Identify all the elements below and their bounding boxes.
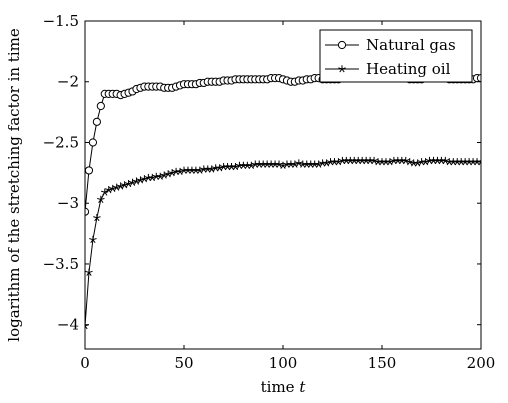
data-point-heating-oil — [405, 158, 414, 166]
data-point-heating-oil — [291, 160, 299, 168]
data-point-heating-oil — [386, 158, 394, 166]
data-point-heating-oil — [89, 235, 97, 244]
series-line-natural-gas — [85, 76, 481, 212]
legend-label-natural-gas: Natural gas — [366, 36, 456, 54]
data-point-heating-oil — [322, 159, 331, 167]
data-point-heating-oil — [176, 167, 184, 176]
data-point-heating-oil — [85, 322, 89, 330]
data-point-heating-oil — [231, 162, 240, 171]
data-point-heating-oil — [421, 158, 430, 166]
series-line-heating-oil — [85, 160, 481, 326]
data-point-heating-oil — [97, 195, 105, 203]
x-axis-label-text: time — [261, 378, 295, 396]
legend-entry-natural-gas: Natural gas — [325, 36, 456, 54]
y-tick-label: −3.5 — [43, 255, 79, 273]
data-point-heating-oil — [108, 184, 117, 193]
data-point-natural-gas — [96, 101, 105, 111]
data-point-heating-oil — [104, 186, 113, 194]
x-tick-label: 150 — [368, 354, 397, 372]
legend-marker-star-icon — [338, 65, 346, 73]
y-tick-label: −2 — [57, 73, 79, 91]
data-point-heating-oil — [314, 160, 323, 168]
y-tick-label: −1.5 — [43, 12, 79, 30]
x-axis-label: time t — [261, 378, 307, 396]
x-tick-label: 50 — [174, 354, 193, 372]
data-point-heating-oil — [116, 182, 125, 190]
x-tick-label: 200 — [467, 354, 496, 372]
y-tick-label: −4 — [57, 316, 79, 334]
x-tick-label: 0 — [80, 354, 90, 372]
star-icon — [338, 65, 346, 73]
plot-frame — [84, 20, 482, 350]
data-point-heating-oil — [441, 156, 450, 165]
data-point-heating-oil — [112, 183, 121, 191]
data-point-heating-oil — [93, 214, 101, 222]
y-tick-label: −3 — [57, 194, 79, 212]
data-point-heating-oil — [156, 172, 165, 180]
legend-box — [319, 29, 473, 83]
data-point-heating-oil — [413, 159, 422, 167]
y-axis-ticks: −1.5 −2 −2.5 −3 −3.5 −4 — [43, 12, 481, 334]
data-point-heating-oil — [164, 170, 172, 178]
data-point-heating-oil — [120, 181, 129, 189]
y-axis-label: logarithm of the stretching factor in ti… — [5, 28, 23, 342]
data-point-heating-oil — [160, 171, 168, 179]
data-point-heating-oil — [370, 156, 378, 165]
data-point-heating-oil — [148, 173, 157, 182]
legend: Natural gas Heating oil — [319, 29, 473, 83]
x-axis-label-variable: t — [299, 378, 306, 396]
data-point-heating-oil — [132, 177, 141, 185]
legend-label-heating-oil: Heating oil — [366, 60, 451, 78]
legend-entry-heating-oil: Heating oil — [325, 60, 451, 78]
data-point-heating-oil — [275, 160, 283, 168]
data-point-heating-oil — [279, 161, 287, 169]
data-point-heating-oil — [334, 158, 343, 166]
data-point-heating-oil — [295, 159, 303, 167]
data-point-heating-oil — [124, 179, 133, 188]
data-point-heating-oil — [136, 176, 145, 184]
data-point-natural-gas — [85, 166, 94, 175]
data-point-heating-oil — [207, 165, 216, 173]
data-point-heating-oil — [128, 178, 137, 186]
data-point-heating-oil — [101, 188, 109, 196]
legend-marker-circle-icon — [337, 40, 347, 50]
data-point-heating-oil — [85, 268, 93, 276]
series-layer — [85, 72, 481, 330]
x-tick-label: 100 — [269, 354, 298, 372]
data-point-heating-oil — [140, 175, 149, 183]
data-point-heating-oil — [196, 166, 204, 174]
data-point-natural-gas — [88, 138, 98, 147]
data-point-heating-oil — [247, 161, 256, 169]
data-point-heating-oil — [215, 164, 224, 172]
data-point-heating-oil — [401, 156, 410, 165]
data-point-heating-oil — [168, 169, 176, 177]
data-point-natural-gas — [92, 117, 101, 126]
y-tick-label: −2.5 — [43, 133, 79, 151]
